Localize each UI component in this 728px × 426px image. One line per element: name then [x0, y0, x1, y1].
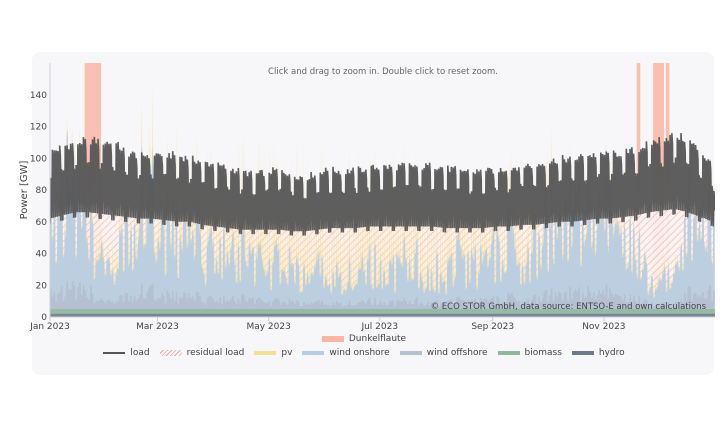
legend-label: biomass — [524, 348, 562, 358]
legend-item-residual-load[interactable]: residual load — [159, 348, 245, 358]
legend-label: wind offshore — [426, 348, 488, 358]
wind-offshore-area — [50, 281, 715, 317]
x-tick-label: Nov 2023 — [582, 322, 625, 332]
legend-item-load[interactable]: load — [103, 348, 150, 358]
load-line — [50, 133, 715, 236]
legend-swatch — [497, 351, 520, 355]
y-tick-label: 40 — [36, 250, 48, 260]
legend-label: residual load — [186, 348, 245, 358]
legend-label: wind onshore — [329, 348, 390, 358]
x-tick-label: Jan 2023 — [29, 322, 70, 332]
legend-item-dunkelflaute[interactable]: Dunkelflaute — [321, 334, 407, 344]
legend-item-hydro[interactable]: hydro — [571, 348, 625, 358]
y-tick-label: 20 — [36, 281, 48, 291]
legend-swatch — [103, 352, 126, 354]
x-tick-label: Mar 2023 — [136, 322, 179, 332]
hydro-area — [50, 313, 715, 317]
y-axis-label: Power [GW] — [19, 160, 30, 219]
legend-swatch — [302, 351, 325, 355]
x-tick-label: Sep 2023 — [471, 322, 514, 332]
legend-swatch — [159, 350, 182, 356]
dunkelflaute-swatch — [321, 336, 344, 342]
x-tick-label: May 2023 — [246, 322, 290, 332]
legend-label: Dunkelflaute — [348, 334, 407, 344]
legend: load residual load pv wind onshore wind offs… — [0, 348, 728, 358]
source-annotation: © ECO STOR GmbH, data source: ENTSO-E an… — [431, 302, 707, 312]
legend-item-biomass[interactable]: biomass — [497, 348, 562, 358]
y-tick-label: 60 — [36, 218, 48, 228]
y-tick-label: 140 — [30, 91, 47, 101]
y-tick-label: 100 — [30, 154, 47, 164]
legend-item-pv[interactable]: pv — [254, 348, 292, 358]
legend-item-wind-offshore[interactable]: wind offshore — [399, 348, 488, 358]
y-tick-label: 80 — [36, 186, 48, 196]
legend-label: pv — [281, 348, 293, 358]
legend-label: hydro — [598, 348, 625, 358]
x-tick-label: Jul 2023 — [360, 322, 398, 332]
biomass-area — [50, 309, 715, 317]
legend-swatch — [571, 351, 594, 355]
wind-onshore-area — [50, 129, 715, 317]
legend-item-wind-onshore[interactable]: wind onshore — [302, 348, 390, 358]
y-tick-label: 120 — [30, 123, 47, 133]
y-tick-label: 0 — [41, 313, 47, 323]
zoom-hint: Click and drag to zoom in. Double click … — [268, 67, 498, 77]
legend-label: load — [130, 348, 150, 358]
legend-swatch — [399, 351, 422, 355]
legend-swatch — [254, 351, 277, 355]
pv-area — [50, 86, 715, 317]
legend-dunkelflaute-row: Dunkelflaute — [0, 334, 728, 344]
